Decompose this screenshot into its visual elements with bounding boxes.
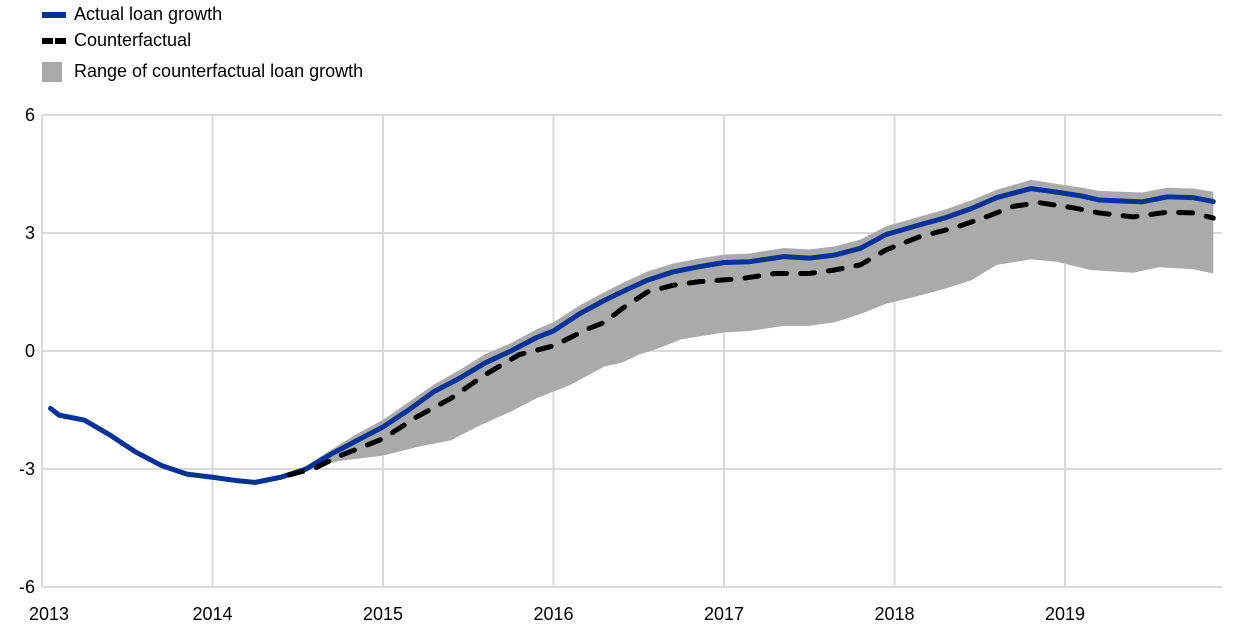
range-band: [297, 179, 1214, 471]
legend-item-counterfactual: Counterfactual: [42, 30, 191, 51]
legend-item-actual: Actual loan growth: [42, 4, 222, 25]
legend-item-range: Range of counterfactual loan growth: [42, 61, 363, 82]
y-tick-label: 3: [25, 223, 35, 243]
x-tick-label: 2016: [533, 604, 573, 624]
x-tick-label: 2014: [192, 604, 232, 624]
legend-label: Actual loan growth: [74, 4, 223, 24]
series-actual-loan-growth: [48, 186, 1216, 485]
x-tick-label: 2015: [363, 604, 403, 624]
legend-swatch-counterfactual: [42, 37, 66, 44]
legend-swatch-actual: [42, 11, 66, 18]
legend-label: Counterfactual: [74, 30, 192, 50]
series-counterfactual: [286, 200, 1216, 478]
x-tick-label: 2017: [704, 604, 744, 624]
y-tick-label: -3: [19, 459, 35, 479]
legend-label: Range of counterfactual loan growth: [74, 61, 364, 81]
y-tick-label: -6: [19, 577, 35, 597]
x-tick-label: 2013: [29, 604, 69, 624]
x-tick-label: 2018: [874, 604, 914, 624]
legend-swatch-range: [42, 61, 62, 82]
y-tick-label: 0: [25, 341, 35, 361]
y-tick-label: 6: [25, 105, 35, 125]
x-tick-label: 2019: [1045, 604, 1085, 624]
